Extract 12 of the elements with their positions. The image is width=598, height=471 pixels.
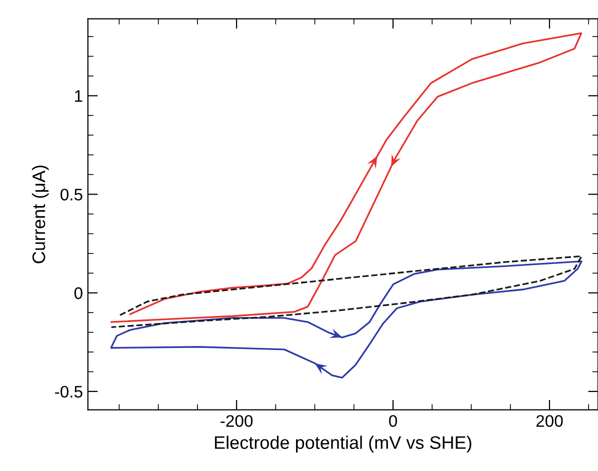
line-series [110,32,582,323]
y-tick-label: 1 [75,90,82,102]
y-tick-label: -0.5 [55,386,82,398]
y-tick-label: 0 [74,287,82,300]
line-series [110,260,582,378]
x-tick-label: 200 [536,415,563,427]
y-tick-label: 0.5 [60,188,82,200]
x-tick-label: 0 [389,415,398,427]
y-axis-title: Current (μA) [32,166,49,264]
x-axis-title: Electrode potential (mV vs SHE) [214,436,472,453]
x-tick-label: -200 [220,415,253,427]
line-series [110,255,582,328]
